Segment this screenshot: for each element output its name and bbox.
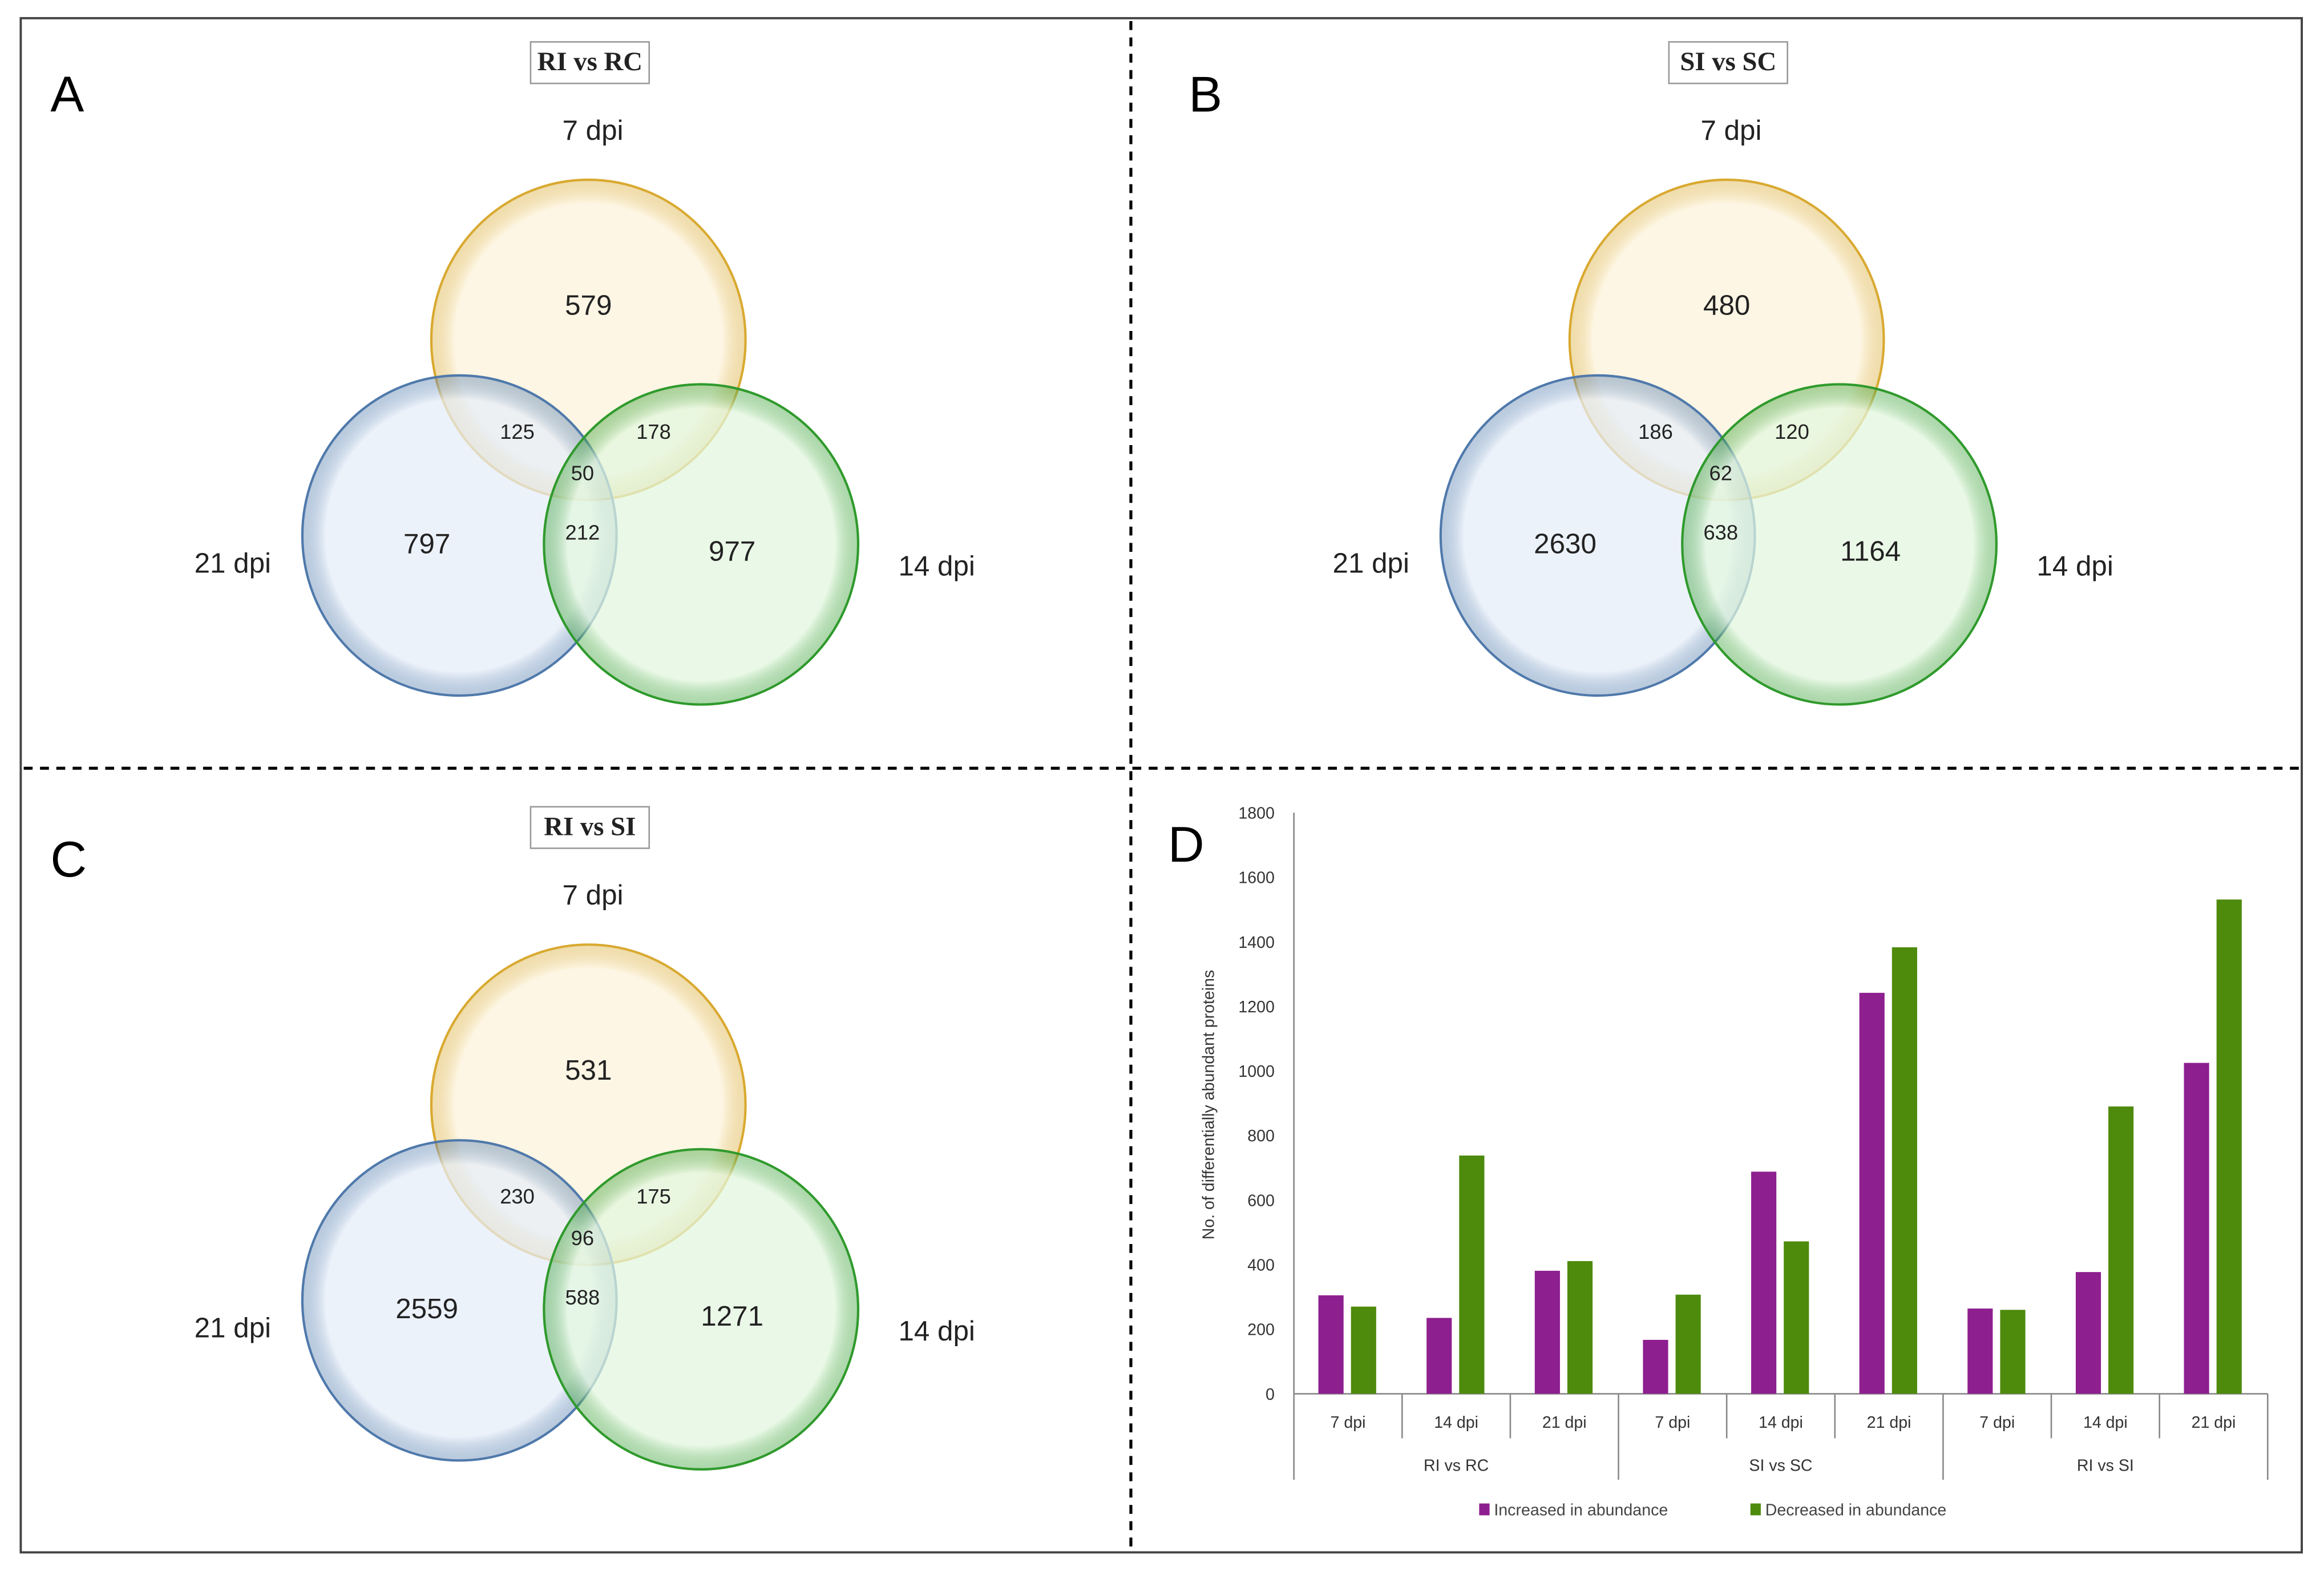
bar-increased <box>1643 1339 1668 1394</box>
x-category-label: 7 dpi <box>1979 1414 2015 1432</box>
set-label-right: 14 dpi <box>2036 551 2113 582</box>
venn-count-left-only: 797 <box>403 528 450 560</box>
y-tick-label: 0 <box>1266 1386 1275 1404</box>
y-tick-label: 1600 <box>1238 869 1275 887</box>
venn-count-top-only: 579 <box>565 289 612 321</box>
bar-increased <box>1318 1295 1344 1394</box>
venn-count-left-only: 2559 <box>395 1293 458 1324</box>
venn-panel-c: C RI vs SI 7 dpi 21 dpi 14 dpi 531 230 175 96 588… <box>50 806 975 1471</box>
bar-increased <box>1426 1318 1452 1394</box>
bar-increased <box>1534 1270 1560 1394</box>
bar-increased <box>1859 992 1885 1394</box>
bar-increased <box>1751 1172 1777 1394</box>
bar-increased <box>1967 1309 1993 1394</box>
venn-circle-right <box>543 383 860 706</box>
venn-count-center: 96 <box>571 1226 594 1250</box>
venn-count-right-only: 1164 <box>1840 536 1901 567</box>
bar-decreased <box>2108 1106 2134 1394</box>
venn-count-left-right: 588 <box>565 1286 600 1309</box>
y-tick-label: 800 <box>1247 1127 1275 1145</box>
panel-title: RI vs SI <box>544 811 636 841</box>
panel-title: RI vs RC <box>537 47 642 76</box>
set-label-right: 14 dpi <box>898 1315 975 1347</box>
set-label-left: 21 dpi <box>1333 547 1409 579</box>
legend-swatch <box>1750 1503 1761 1516</box>
y-tick-label: 600 <box>1247 1192 1275 1210</box>
panel-letter: D <box>1168 816 1205 873</box>
y-tick-label: 1000 <box>1238 1063 1275 1081</box>
venn-count-center: 50 <box>571 462 594 485</box>
venn-count-left-right: 638 <box>1703 520 1738 544</box>
set-label-top: 7 dpi <box>1700 115 1761 146</box>
x-category-label: 14 dpi <box>1434 1414 1478 1432</box>
x-group-label: SI vs SC <box>1749 1456 1812 1475</box>
bar-decreased <box>1351 1306 1376 1394</box>
legend-label: Decreased in abundance <box>1765 1501 1947 1519</box>
legend-label: Increased in abundance <box>1494 1501 1668 1519</box>
venn-count-top-right: 120 <box>1775 420 1809 443</box>
bar-increased <box>2184 1063 2209 1394</box>
venn-count-top-only: 531 <box>565 1055 612 1086</box>
y-tick-label: 1200 <box>1238 998 1275 1016</box>
y-tick-label: 1800 <box>1238 805 1275 823</box>
panel-letter: C <box>50 831 87 887</box>
x-category-label: 14 dpi <box>1759 1414 1803 1432</box>
venn-count-center: 62 <box>1709 462 1732 485</box>
x-category-label: 21 dpi <box>1867 1414 1911 1432</box>
bar-decreased <box>2000 1310 2026 1394</box>
venn-panel-a: A RI vs RC 7 dpi 21 dpi 14 dpi 579 125 178 50 212… <box>50 41 975 706</box>
venn-circle-right <box>543 1148 860 1471</box>
panel-title-box <box>530 41 650 84</box>
venn-count-top-left: 125 <box>500 420 535 443</box>
venn-count-top-right: 175 <box>636 1185 671 1208</box>
venn-panel-b: B SI vs SC 7 dpi 21 dpi 14 dpi 480 186 120 62 638… <box>1189 41 2113 706</box>
y-tick-label: 400 <box>1247 1257 1275 1275</box>
x-category-label: 14 dpi <box>2083 1414 2128 1432</box>
set-label-left: 21 dpi <box>195 1312 271 1344</box>
x-category-label: 7 dpi <box>1655 1414 1690 1432</box>
x-category-label: 21 dpi <box>1542 1414 1587 1432</box>
bar-increased <box>2075 1272 2101 1394</box>
bar-decreased <box>1891 947 1917 1394</box>
bar-decreased <box>1675 1294 1701 1394</box>
panel-title: SI vs SC <box>1680 47 1776 76</box>
venn-count-left-right: 212 <box>565 520 600 544</box>
y-tick-label: 1400 <box>1238 934 1275 952</box>
venn-circle-right <box>1681 383 1998 706</box>
venn-count-right-only: 1271 <box>701 1301 763 1332</box>
venn-count-top-only: 480 <box>1703 289 1750 321</box>
bar-chart-d: D 0 200 400 600 800 1000 1200 1400 1600 1800 No. of… <box>1168 805 2269 1519</box>
x-category-label: 7 dpi <box>1331 1414 1366 1432</box>
venn-count-top-left: 230 <box>500 1185 535 1208</box>
venn-count-right-only: 977 <box>709 536 755 567</box>
set-label-right: 14 dpi <box>898 551 975 582</box>
bar-decreased <box>1784 1241 1809 1394</box>
set-label-left: 21 dpi <box>195 547 271 579</box>
x-category-label: 21 dpi <box>2192 1414 2236 1432</box>
bar-decreased <box>1459 1155 1485 1394</box>
y-tick-label: 200 <box>1247 1321 1275 1339</box>
panel-title-box <box>530 806 650 849</box>
venn-count-left-only: 2630 <box>1534 528 1597 560</box>
legend-swatch <box>1479 1503 1490 1516</box>
set-label-top: 7 dpi <box>563 115 624 146</box>
panel-title-box <box>1668 41 1788 84</box>
x-group-label: RI vs SI <box>2077 1456 2134 1475</box>
bar-decreased <box>1567 1261 1593 1394</box>
x-group-label: RI vs RC <box>1424 1456 1489 1475</box>
venn-count-top-right: 178 <box>636 420 671 443</box>
bar-decreased <box>2216 899 2242 1394</box>
panel-letter: B <box>1189 66 1222 122</box>
y-axis-label: No. of differentially abundant proteins <box>1199 970 1218 1240</box>
set-label-top: 7 dpi <box>563 879 624 911</box>
venn-count-top-left: 186 <box>1638 420 1673 443</box>
panel-letter: A <box>50 66 84 122</box>
figure-border <box>19 17 2303 1554</box>
